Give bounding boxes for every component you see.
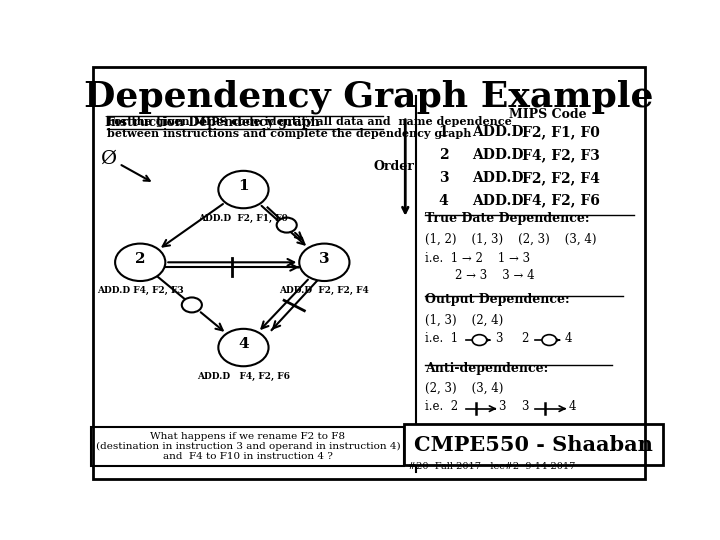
Text: 2: 2 — [523, 332, 534, 345]
Text: F2, F1, F0: F2, F1, F0 — [523, 125, 600, 139]
Text: ADD.D: ADD.D — [472, 148, 523, 162]
Text: 4: 4 — [238, 337, 249, 351]
Text: ADD.D F4, F2, F3: ADD.D F4, F2, F3 — [97, 286, 184, 295]
Text: 2: 2 — [135, 252, 145, 266]
Text: i.e.  2: i.e. 2 — [425, 400, 462, 413]
Text: ADD.D  F2, F2, F4: ADD.D F2, F2, F4 — [279, 286, 369, 295]
Text: F4, F2, F6: F4, F2, F6 — [523, 194, 600, 208]
Text: 2 → 3    3 → 4: 2 → 3 3 → 4 — [425, 268, 534, 281]
Circle shape — [115, 244, 166, 281]
Text: between instructions and complete the dependency graph: between instructions and complete the de… — [107, 128, 471, 139]
Text: #20  Fall 2017   lec#2  9-14-2017: #20 Fall 2017 lec#2 9-14-2017 — [408, 462, 575, 471]
Text: F4, F2, F3: F4, F2, F3 — [523, 148, 600, 162]
Circle shape — [218, 171, 269, 208]
Text: 4: 4 — [438, 194, 449, 208]
Text: 3: 3 — [319, 252, 330, 266]
Text: Dependency Graph Example: Dependency Graph Example — [84, 79, 654, 114]
Text: Anti-dependence:: Anti-dependence: — [425, 362, 548, 375]
Circle shape — [181, 298, 202, 313]
Text: (2, 3)    (3, 4): (2, 3) (3, 4) — [425, 382, 503, 395]
Text: 3: 3 — [495, 332, 503, 345]
Text: MIPS Code: MIPS Code — [509, 109, 586, 122]
Text: 1: 1 — [238, 179, 249, 193]
Text: 3: 3 — [523, 400, 534, 413]
Text: ADD.D: ADD.D — [472, 171, 523, 185]
Text: ADD.D  F2, F1, F0: ADD.D F2, F1, F0 — [199, 214, 288, 222]
Text: ADD.D   F4, F2, F6: ADD.D F4, F2, F6 — [197, 372, 290, 381]
Text: What happens if we rename F2 to F8
(destination in instruction 3 and operand in : What happens if we rename F2 to F8 (dest… — [96, 431, 400, 462]
Text: For the given MIPS code identify all data and  name dependence: For the given MIPS code identify all dat… — [107, 116, 511, 126]
Text: Output Dependence:: Output Dependence: — [425, 294, 570, 307]
Text: 4: 4 — [565, 332, 572, 345]
Text: i.e.  1: i.e. 1 — [425, 332, 462, 345]
Circle shape — [300, 244, 349, 281]
Text: 2: 2 — [438, 148, 449, 162]
Text: Order: Order — [374, 160, 415, 173]
Text: True Date Dependence:: True Date Dependence: — [425, 212, 589, 225]
Circle shape — [542, 335, 557, 346]
Text: CMPE550 - Shaaban: CMPE550 - Shaaban — [414, 435, 653, 455]
Text: Ø: Ø — [100, 150, 117, 167]
Text: ADD.D: ADD.D — [472, 125, 523, 139]
Text: 4: 4 — [568, 400, 576, 413]
Text: i.e.  1 → 2    1 → 3: i.e. 1 → 2 1 → 3 — [425, 252, 530, 265]
Text: Instruction Dependency graph: Instruction Dependency graph — [105, 116, 320, 129]
Text: (1, 3)    (2, 4): (1, 3) (2, 4) — [425, 313, 503, 327]
Text: 1: 1 — [438, 125, 449, 139]
Text: 3: 3 — [438, 171, 449, 185]
Circle shape — [218, 329, 269, 366]
Circle shape — [472, 335, 487, 346]
Circle shape — [276, 218, 297, 233]
Text: ADD.D: ADD.D — [472, 194, 523, 208]
Text: 3: 3 — [498, 400, 506, 413]
Text: F2, F2, F4: F2, F2, F4 — [523, 171, 600, 185]
Text: (1, 2)    (1, 3)    (2, 3)    (3, 4): (1, 2) (1, 3) (2, 3) (3, 4) — [425, 232, 596, 245]
